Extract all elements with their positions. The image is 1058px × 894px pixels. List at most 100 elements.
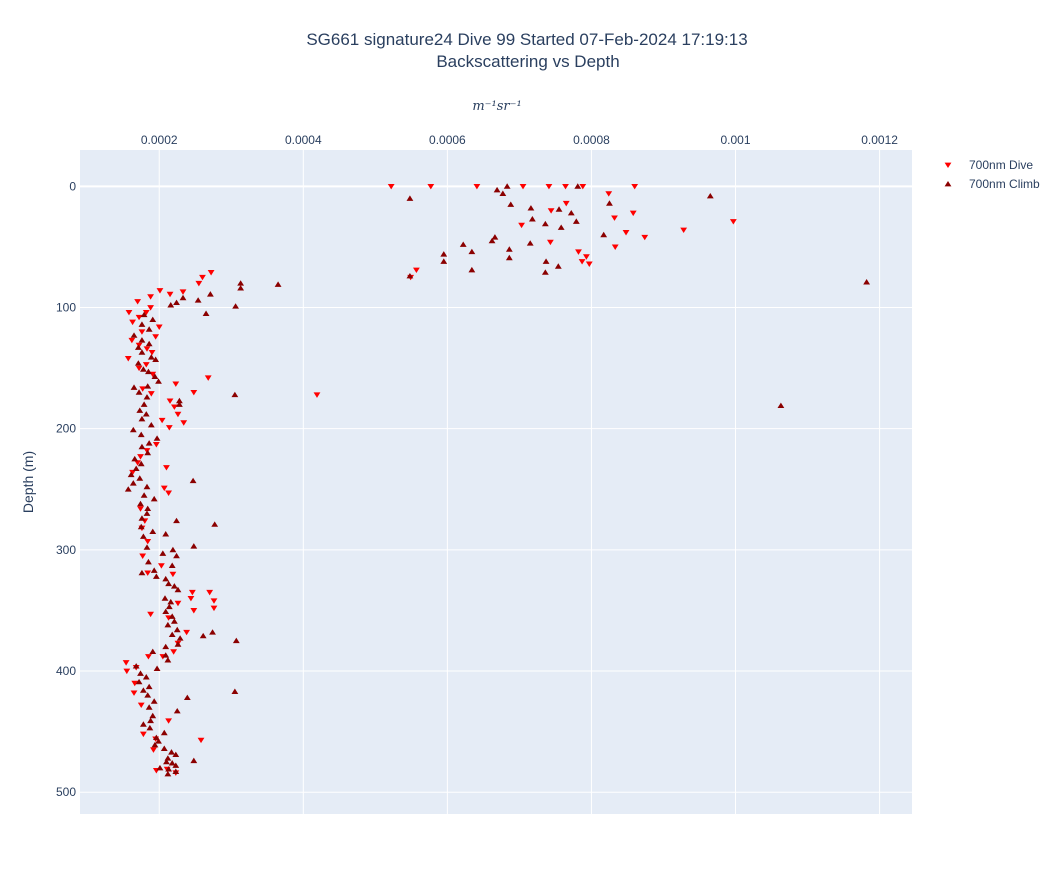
climb-point <box>168 562 176 568</box>
dive-point <box>562 200 570 207</box>
dive-point <box>180 420 188 426</box>
climb-point <box>168 760 176 766</box>
climb-point <box>526 240 534 246</box>
legend-item-climb[interactable]: 700nm Climb <box>944 177 1040 191</box>
climb-point <box>468 266 476 273</box>
dive-point <box>313 392 321 398</box>
climb-point <box>132 663 140 669</box>
dive-point <box>579 183 587 190</box>
climb-point <box>142 411 150 417</box>
dive-point <box>641 234 649 241</box>
climb-point <box>165 580 173 587</box>
climb-point <box>183 694 191 701</box>
climb-point <box>138 443 146 450</box>
dive-point <box>473 183 481 190</box>
climb-point <box>132 465 140 472</box>
y-tick-label: 200 <box>56 422 76 436</box>
y-tick-label: 0 <box>69 179 76 193</box>
climb-point <box>527 205 535 211</box>
grid-lines <box>80 150 912 814</box>
legend-item-dive[interactable]: 700nm Dive <box>944 158 1034 172</box>
climb-point <box>274 281 282 287</box>
dive-point <box>583 254 590 260</box>
legend-dive-label: 700nm Dive <box>969 158 1033 172</box>
dive-point <box>158 417 166 424</box>
climb-point <box>147 717 154 724</box>
dive-point <box>130 690 138 696</box>
climb-point <box>162 608 170 615</box>
dive-point <box>155 324 163 330</box>
climb-point <box>199 632 207 639</box>
climb-point <box>134 344 142 350</box>
climb-point <box>173 626 181 633</box>
legend-dive-marker <box>944 162 952 169</box>
dive-point <box>174 411 182 418</box>
climb-point <box>174 586 182 593</box>
climb-point <box>505 246 513 252</box>
dive-point <box>144 570 152 576</box>
climb-point <box>138 337 146 343</box>
climb-point <box>138 415 146 422</box>
climb-point <box>237 280 245 286</box>
y-tick-label: 100 <box>56 301 76 315</box>
climb-point <box>491 234 499 240</box>
dive-point <box>134 299 142 305</box>
climb-point <box>138 515 146 521</box>
dive-point <box>611 244 619 250</box>
dive-point <box>195 280 203 287</box>
dive-point <box>137 702 145 709</box>
climb-point <box>168 631 176 638</box>
climb-point <box>142 674 150 680</box>
dive-point <box>190 608 198 614</box>
climb-point <box>162 575 170 582</box>
dive-point <box>518 222 525 229</box>
dive-point <box>183 629 191 636</box>
dive-point <box>170 404 178 410</box>
x-axis-label: m⁻¹sr⁻¹ <box>472 99 521 114</box>
series-climb <box>124 183 871 777</box>
dive-point <box>125 309 133 316</box>
dive-point <box>578 259 586 265</box>
dive-point <box>562 183 569 190</box>
dive-point <box>145 654 152 660</box>
x-axis: 0.0002 0.0004 0.0006 0.0008 0.001 0.0012 <box>141 133 898 147</box>
dive-point <box>622 230 630 236</box>
dive-point <box>165 490 173 496</box>
dive-point <box>680 227 688 234</box>
dive-point <box>729 219 737 225</box>
climb-point <box>137 523 145 530</box>
climb-point <box>159 550 167 556</box>
climb-point <box>143 394 151 400</box>
y-axis-label: Depth (m) <box>20 451 36 513</box>
dive-point <box>575 249 582 255</box>
legend[interactable]: 700nm Dive 700nm Climb <box>944 158 1040 191</box>
legend-climb-label: 700nm Climb <box>969 177 1040 191</box>
climb-point <box>167 302 175 308</box>
dive-point <box>166 291 174 298</box>
climb-point <box>164 770 172 777</box>
climb-point <box>162 652 170 658</box>
dive-point <box>631 183 639 190</box>
climb-point <box>145 683 153 690</box>
climb-point <box>600 231 608 238</box>
climb-point <box>137 670 144 676</box>
climb-point <box>162 531 170 537</box>
climb-point <box>168 613 176 619</box>
climb-point <box>138 321 146 327</box>
x-tick-label: 0.0006 <box>429 133 466 147</box>
dive-point <box>135 342 143 349</box>
climb-point <box>151 373 159 379</box>
climb-point <box>176 635 184 641</box>
climb-point <box>136 475 144 481</box>
climb-point <box>160 729 168 736</box>
dive-point <box>152 334 160 340</box>
climb-point <box>139 687 147 693</box>
climb-point <box>129 480 137 486</box>
climb-point <box>164 657 172 663</box>
climb-point <box>863 279 871 285</box>
dive-point <box>427 183 435 190</box>
dive-point <box>190 389 198 396</box>
data-markers <box>122 183 871 777</box>
climb-point <box>145 440 153 446</box>
